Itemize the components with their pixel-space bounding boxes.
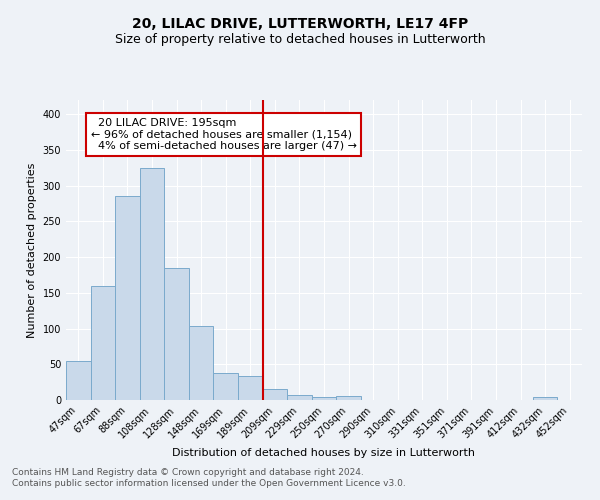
Bar — [263, 388, 287, 400]
Text: Size of property relative to detached houses in Lutterworth: Size of property relative to detached ho… — [115, 32, 485, 46]
Bar — [91, 286, 115, 400]
Bar — [115, 196, 140, 400]
Bar — [312, 397, 336, 400]
Bar — [189, 326, 214, 400]
Bar — [164, 268, 189, 400]
Bar — [336, 396, 361, 400]
Bar — [66, 360, 91, 400]
Bar — [533, 397, 557, 400]
Bar — [287, 395, 312, 400]
Text: 20, LILAC DRIVE, LUTTERWORTH, LE17 4FP: 20, LILAC DRIVE, LUTTERWORTH, LE17 4FP — [132, 18, 468, 32]
Y-axis label: Number of detached properties: Number of detached properties — [27, 162, 37, 338]
Bar — [140, 168, 164, 400]
Text: 20 LILAC DRIVE: 195sqm
← 96% of detached houses are smaller (1,154)
  4% of semi: 20 LILAC DRIVE: 195sqm ← 96% of detached… — [91, 118, 356, 151]
Bar — [238, 376, 263, 400]
Bar — [214, 373, 238, 400]
Text: Contains HM Land Registry data © Crown copyright and database right 2024.
Contai: Contains HM Land Registry data © Crown c… — [12, 468, 406, 487]
X-axis label: Distribution of detached houses by size in Lutterworth: Distribution of detached houses by size … — [173, 448, 476, 458]
